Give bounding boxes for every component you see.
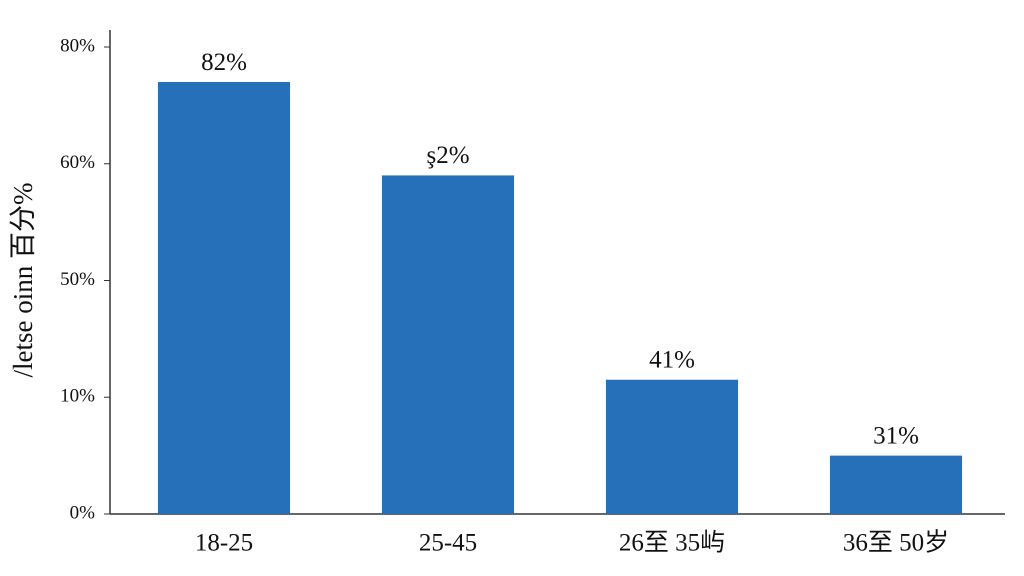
x-tick-label: 36至 50岁 bbox=[843, 529, 949, 557]
x-tick-label: 26至 35屿 bbox=[619, 529, 725, 557]
bar bbox=[605, 379, 739, 514]
x-tick-label: 25-45 bbox=[419, 530, 477, 557]
bar bbox=[381, 175, 515, 515]
data-label: 31% bbox=[873, 422, 919, 449]
bar bbox=[829, 455, 963, 514]
y-tick-label: 60% bbox=[60, 152, 95, 173]
x-tick-label: 18-25 bbox=[195, 530, 253, 557]
data-label: 82% bbox=[201, 49, 247, 76]
y-tick-label: 0% bbox=[70, 502, 96, 523]
y-axis-label: /letse oinn 百分% bbox=[8, 183, 38, 378]
y-tick-label: 10% bbox=[60, 386, 95, 407]
bar bbox=[157, 82, 291, 515]
y-tick-label: 80% bbox=[60, 35, 95, 56]
data-label: 41% bbox=[649, 346, 695, 373]
y-tick-label: 50% bbox=[60, 269, 95, 290]
data-label: ş2% bbox=[426, 142, 469, 169]
